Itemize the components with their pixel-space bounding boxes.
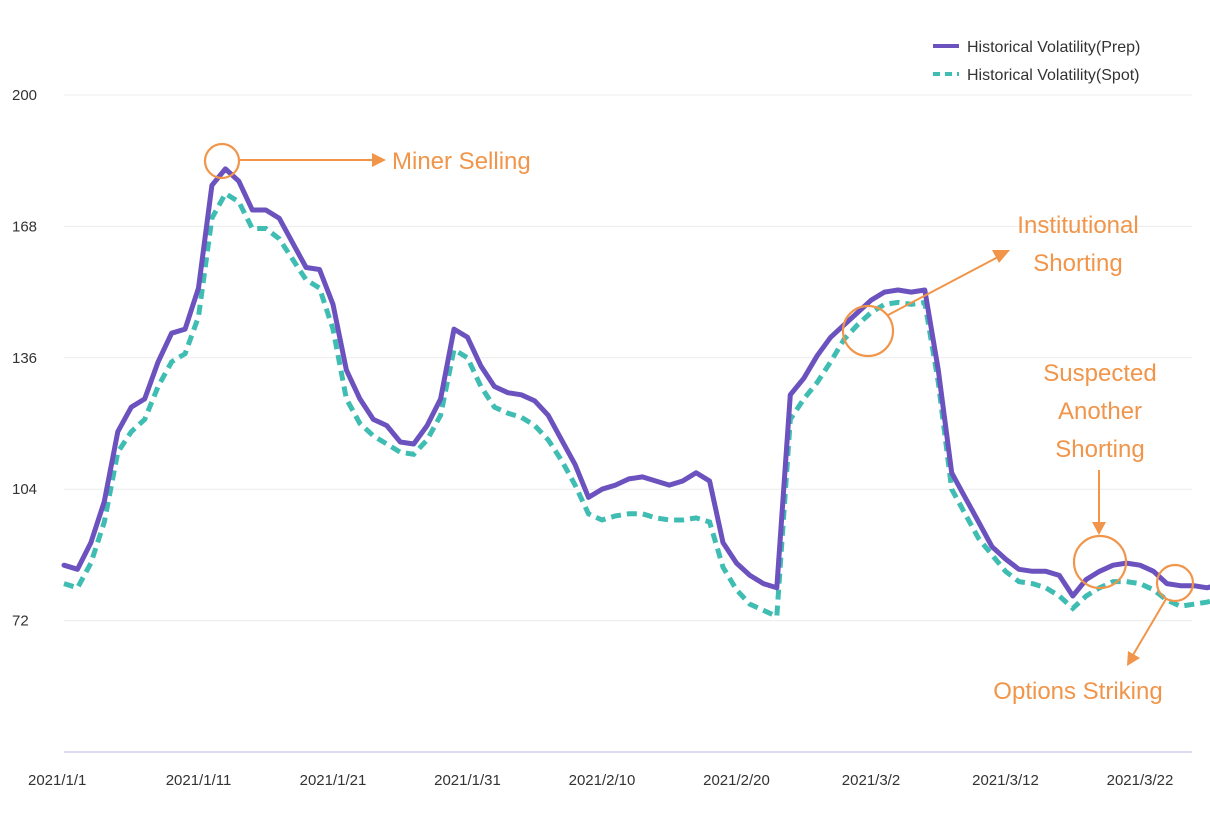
x-tick-label: 2021/2/20 (703, 772, 770, 789)
annotation-label: Options Striking (993, 678, 1162, 705)
annotation-circle (841, 304, 895, 358)
x-tick-label: 2021/3/12 (972, 772, 1039, 789)
annotation-circle (1155, 563, 1195, 603)
y-axis-ticks: 72 104 136 168 200 (12, 87, 37, 630)
annotation-label-line: Shorting (1055, 436, 1144, 463)
y-tick-label: 136 (12, 350, 37, 367)
arrowhead (992, 250, 1010, 263)
x-tick-label: 2021/1/11 (166, 772, 232, 789)
annotation-label-line: Institutional (1017, 212, 1138, 239)
annotation-circle (203, 142, 241, 180)
x-tick-label: 2021/2/10 (569, 772, 636, 789)
annotation-arrow (1132, 598, 1167, 656)
x-axis-ticks: 2021/1/1 2021/1/11 2021/1/21 2021/1/31 2021/… (28, 772, 1173, 789)
x-tick-label: 2021/1/21 (300, 772, 367, 789)
annotation-circle (1072, 534, 1128, 590)
legend-label-prep: Historical Volatility(Prep) (967, 39, 1140, 56)
annotation-label: Miner Selling (392, 148, 531, 175)
arrowhead (372, 153, 386, 167)
arrowhead (1127, 651, 1140, 666)
annotation-label-line: Another (1058, 398, 1142, 425)
annotation-options-striking: Options Striking (993, 563, 1195, 705)
y-tick-label: 200 (12, 87, 37, 104)
legend-label-spot: Historical Volatility(Spot) (967, 67, 1140, 84)
series-line-spot (63, 190, 1210, 621)
annotation-label-line: Suspected (1043, 360, 1156, 387)
y-tick-label: 72 (12, 613, 29, 630)
x-tick-label: 2021/1/31 (434, 772, 501, 789)
y-tick-label: 168 (12, 218, 37, 235)
annotation-miner-selling: Miner Selling (203, 142, 531, 180)
legend: Historical Volatility(Prep) Historical V… (933, 39, 1140, 84)
annotation-suspected-shorting: Suspected Another Shorting (1043, 360, 1157, 590)
x-tick-label: 2021/3/22 (1107, 772, 1174, 789)
y-tick-label: 104 (12, 481, 37, 498)
arrowhead (1092, 522, 1106, 535)
annotation-institutional-shorting: Institutional Shorting (841, 212, 1139, 358)
annotation-label-line: Shorting (1033, 250, 1122, 277)
x-tick-label: 2021/3/2 (842, 772, 900, 789)
x-tick-label: 2021/1/1 (28, 772, 86, 789)
series-line-prep (61, 166, 1210, 599)
annotation-arrow (887, 256, 999, 316)
